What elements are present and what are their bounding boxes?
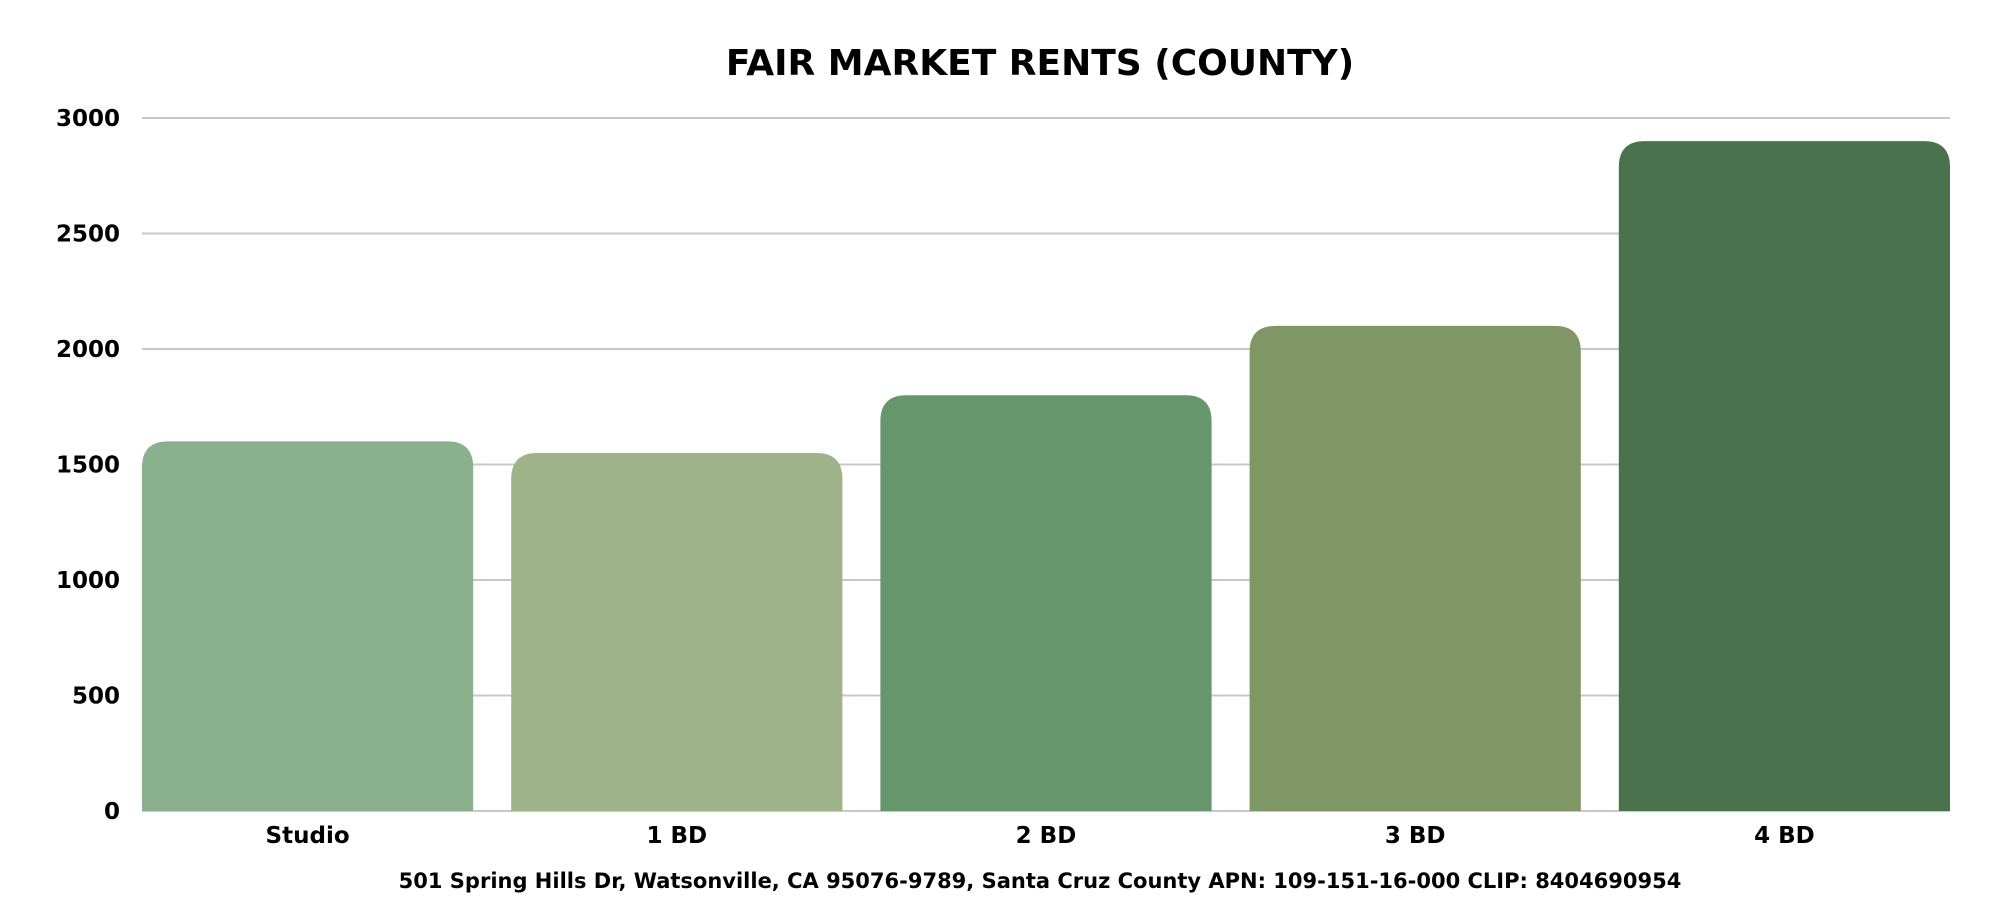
y-tick-label: 2500 <box>56 222 120 248</box>
bar-4-bd <box>1618 141 1950 812</box>
x-category-label: 1 BD <box>646 823 707 849</box>
chart-title: FAIR MARKET RENTS (COUNTY) <box>726 43 1354 84</box>
y-tick-label: 0 <box>104 799 120 825</box>
property-address-footer: 501 Spring Hills Dr, Watsonville, CA 950… <box>399 869 1682 893</box>
y-tick-label: 500 <box>72 684 120 710</box>
y-tick-label: 2000 <box>56 337 120 363</box>
y-axis-tick-labels: 0 500 1000 1500 2000 2500 3000 <box>56 106 120 825</box>
y-tick-label: 3000 <box>56 106 120 132</box>
bar-1-bd <box>511 452 843 811</box>
y-tick-label: 1000 <box>56 568 120 594</box>
x-category-label: 4 BD <box>1754 823 1815 849</box>
bar-3-bd <box>1249 325 1581 811</box>
x-category-label: 2 BD <box>1016 823 1077 849</box>
x-category-label: 3 BD <box>1385 823 1446 849</box>
y-tick-label: 1500 <box>56 453 120 479</box>
x-category-label: Studio <box>266 823 350 849</box>
x-axis-category-labels: Studio 1 BD 2 BD 3 BD 4 BD <box>266 823 1815 849</box>
bar-2-bd <box>880 395 1212 811</box>
bars <box>142 141 1950 812</box>
bar-studio <box>142 441 474 811</box>
